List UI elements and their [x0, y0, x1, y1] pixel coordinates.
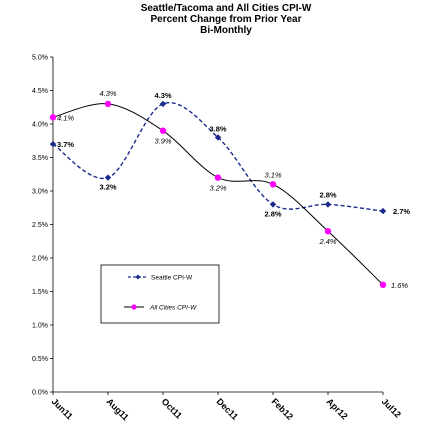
legend-allcities-label: All Cities CPI-W: [149, 305, 197, 312]
y-tick-label: 4.5%: [32, 88, 48, 95]
seattle-point: [269, 201, 277, 208]
seattle-point: [324, 201, 332, 208]
y-tick-label: 0.5%: [32, 356, 48, 363]
y-tick-label: 3.5%: [32, 155, 48, 162]
legend-seattle-label: Seattle CPI-W: [151, 275, 193, 282]
allcities-point: [379, 281, 387, 288]
seattle-data-label: 4.3%: [154, 91, 171, 100]
y-tick-label: 2.0%: [32, 256, 48, 263]
x-tick-label: Aug11: [105, 396, 131, 422]
allcities-point: [49, 114, 57, 121]
legend-seattle-marker: [135, 274, 141, 280]
x-tick-label: Oct11: [160, 396, 184, 420]
x-tick-label: Jul12: [380, 396, 403, 419]
y-tick-label: 0.0%: [32, 390, 48, 397]
chart-title-line-3: Bi-Monthly: [200, 25, 252, 36]
y-tick-label: 5.0%: [32, 55, 48, 62]
y-tick-label: 2.5%: [32, 222, 48, 229]
seattle-point: [49, 140, 57, 148]
x-tick-label: Feb12: [270, 396, 295, 421]
allcities-point: [214, 174, 222, 181]
seattle-point: [379, 207, 387, 215]
seattle-data-label: 2.7%: [393, 207, 410, 216]
seattle-data-label: 3.7%: [57, 140, 74, 149]
allcities-point: [324, 228, 332, 235]
seattle-data-label: 3.8%: [209, 124, 226, 133]
series-markers: [49, 100, 387, 288]
allcities-data-label: 4.1%: [57, 113, 74, 122]
seattle-data-label: 2.8%: [264, 209, 281, 218]
axes: 0.0% 0.5% 1.0% 1.5% 2.0% 2.5% 3.0% 3.5% 4.0% 4.5%…: [32, 55, 403, 423]
allcities-data-label: 1.6%: [391, 281, 408, 290]
x-tick-label: Dec11: [215, 396, 240, 421]
x-tick-label: Apr12: [325, 396, 350, 421]
seattle-data-label: 3.2%: [99, 183, 116, 192]
legend: Seattle CPI-W All Cities CPI-W: [100, 264, 220, 324]
x-tick-label: Jun11: [50, 396, 75, 421]
seattle-point: [214, 134, 222, 141]
y-tick-label: 1.0%: [32, 323, 48, 330]
allcities-point: [104, 100, 112, 108]
allcities-point: [269, 181, 277, 188]
allcities-data-label: 3.2%: [209, 184, 226, 193]
chart-title-line-1: Seattle/Tacoma and All Cities CPI-W: [141, 3, 312, 14]
legend-allcities-marker: [131, 304, 137, 310]
allcities-data-label: 4.3%: [99, 89, 116, 98]
chart-title: Seattle/Tacoma and All Cities CPI-W Perc…: [141, 3, 312, 36]
allcities-data-label: 2.4%: [318, 237, 336, 246]
legend-box: [100, 264, 220, 324]
seattle-point: [159, 100, 167, 108]
allcities-data-label: 3.9%: [154, 137, 171, 146]
seattle-data-label: 2.8%: [319, 190, 336, 199]
allcities-point: [159, 127, 167, 134]
y-tick-label: 4.0%: [32, 122, 48, 129]
chart-title-line-2: Percent Change from Prior Year: [151, 14, 302, 25]
y-tick-label: 3.0%: [32, 189, 48, 196]
allcities-data-label: 3.1%: [264, 170, 281, 179]
data-labels: 3.7% 3.2% 4.3% 3.8% 2.8% 2.8% 2.7% 4.1% 4.3% 3.9%…: [57, 89, 410, 290]
y-tick-label: 1.5%: [32, 289, 48, 296]
seattle-point: [104, 174, 112, 181]
